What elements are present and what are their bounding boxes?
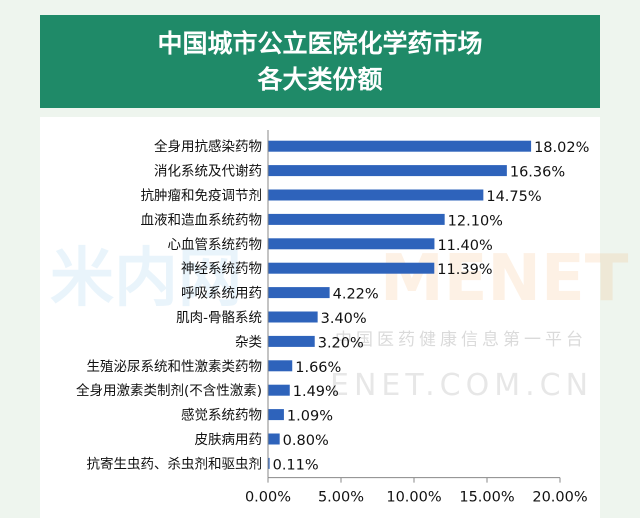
data-label: 1.09%	[287, 409, 333, 425]
bar	[268, 311, 318, 323]
category-label: 全身用激素类制剂(不含性激素)	[76, 382, 262, 399]
category-label: 呼吸系统用药	[181, 286, 262, 302]
data-label: 1.66%	[295, 360, 341, 376]
x-tick-label: 20.00%	[532, 490, 587, 506]
bar	[268, 433, 280, 445]
data-label: 11.39%	[437, 262, 492, 278]
bar	[268, 384, 290, 396]
data-label: 11.40%	[437, 238, 492, 254]
category-label: 消化系统及代谢药	[154, 164, 262, 180]
data-label: 1.49%	[293, 384, 339, 400]
bar	[268, 335, 315, 347]
data-label: 14.75%	[486, 189, 541, 205]
category-label: 血液和造血系统药物	[141, 212, 263, 228]
bar	[268, 360, 293, 372]
category-label: 杂类	[235, 334, 262, 350]
category-label: 生殖泌尿系统和性激素类药物	[87, 358, 263, 375]
category-label: 抗寄生虫药、杀虫剂和驱虫剂	[87, 455, 263, 472]
bar	[268, 165, 507, 177]
bar	[268, 287, 330, 299]
data-label: 12.10%	[448, 213, 503, 229]
chart-title-line1: 中国城市公立医院化学药市场	[157, 28, 483, 58]
bar	[268, 238, 435, 250]
category-label: 感觉系统药物	[181, 407, 262, 424]
category-label: 全身用抗感染药物	[154, 138, 262, 155]
x-tick-label: 15.00%	[459, 490, 514, 506]
data-label: 3.20%	[318, 335, 364, 351]
category-label: 心血管系统药物	[168, 237, 263, 253]
x-tick-label: 5.00%	[318, 490, 364, 506]
bar	[268, 140, 532, 152]
data-label: 16.36%	[510, 165, 565, 181]
data-label: 0.80%	[283, 433, 329, 449]
bar	[268, 262, 435, 274]
bar	[268, 189, 484, 201]
category-label: 皮肤病用药	[195, 432, 263, 448]
category-label: 神经系统药物	[181, 261, 262, 277]
data-label: 4.22%	[333, 287, 379, 303]
x-tick-label: 0.00%	[245, 490, 291, 506]
chart-title-banner: 中国城市公立医院化学药市场 各大类份额	[40, 15, 600, 108]
x-tick-label: 10.00%	[386, 490, 441, 506]
bar	[268, 457, 270, 469]
chart-panel	[40, 117, 600, 518]
data-label: 0.11%	[273, 457, 319, 473]
data-label: 3.40%	[321, 311, 367, 327]
category-label: 抗肿瘤和免疫调节剂	[141, 187, 263, 204]
bar	[268, 213, 445, 225]
data-label: 18.02%	[534, 140, 589, 156]
chart-title-line2: 各大类份额	[257, 64, 383, 94]
category-label: 肌肉-骨骼系统	[176, 310, 262, 326]
bar	[268, 409, 284, 421]
